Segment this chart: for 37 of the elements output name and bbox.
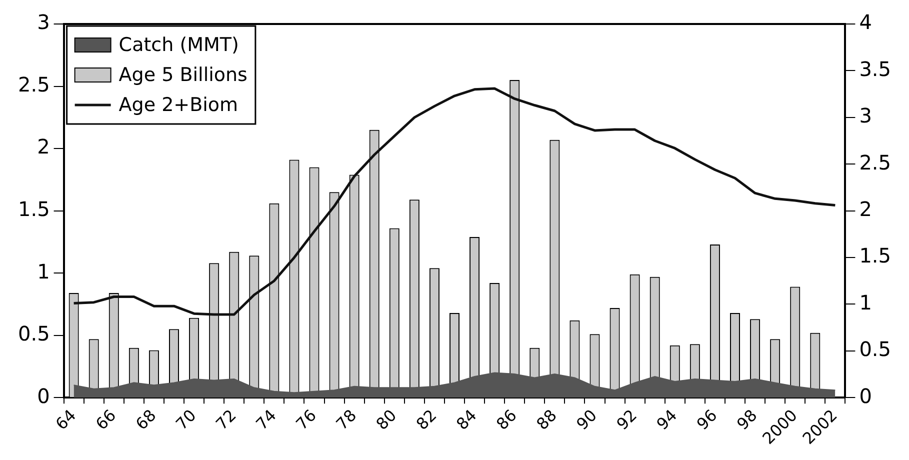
x-tick-label: 66 [92, 406, 120, 434]
x-tick-label: 80 [372, 406, 400, 434]
y2-tick-label: 2.5 [859, 150, 892, 174]
x-tick-label: 88 [532, 406, 560, 434]
y-tick-label: 1.5 [18, 197, 50, 222]
x-tick-label: 90 [572, 406, 601, 434]
y2-tick-label: 0 [859, 384, 872, 408]
x-tick-label: 64 [52, 406, 80, 434]
x-tick-label: 78 [332, 406, 360, 434]
y-tick-label: 2.5 [18, 72, 50, 96]
y2-tick-label: 3.5 [859, 56, 892, 81]
y2-tick-label: 4 [859, 10, 872, 34]
legend-label: Age 2+Biom [118, 94, 238, 116]
y2-tick-label: 0.5 [859, 337, 892, 362]
y2-tick-label: 1.5 [859, 244, 892, 268]
x-tick-label: 86 [492, 406, 520, 434]
x-tick-label: 94 [652, 406, 681, 434]
legend-label: Age 5 Billions [118, 64, 248, 86]
y2-tick-label: 1 [859, 290, 872, 314]
x-tick-label: 84 [452, 406, 480, 434]
x-tick-label: 96 [692, 406, 721, 434]
y2-tick-label: 3 [859, 104, 872, 128]
y-tick-label: 1 [37, 259, 50, 284]
x-tick-label: 74 [252, 406, 280, 434]
y-tick-label: 3 [37, 10, 50, 34]
y2-tick-label: 2 [859, 197, 872, 222]
y-tick-label: 0 [37, 384, 50, 408]
x-tick-label: 76 [292, 406, 320, 434]
x-tick-label: 98 [732, 406, 761, 434]
legend-label: Catch (MMT) [118, 34, 239, 56]
x-tick-label: 72 [212, 406, 240, 434]
x-tick-label: 70 [172, 406, 200, 434]
x-tick-label: 68 [132, 406, 160, 434]
y-tick-label: 2 [37, 134, 50, 159]
x-tick-label: 82 [412, 406, 440, 434]
y-tick-label: 0.5 [18, 322, 50, 346]
x-tick-label: 92 [612, 406, 641, 434]
